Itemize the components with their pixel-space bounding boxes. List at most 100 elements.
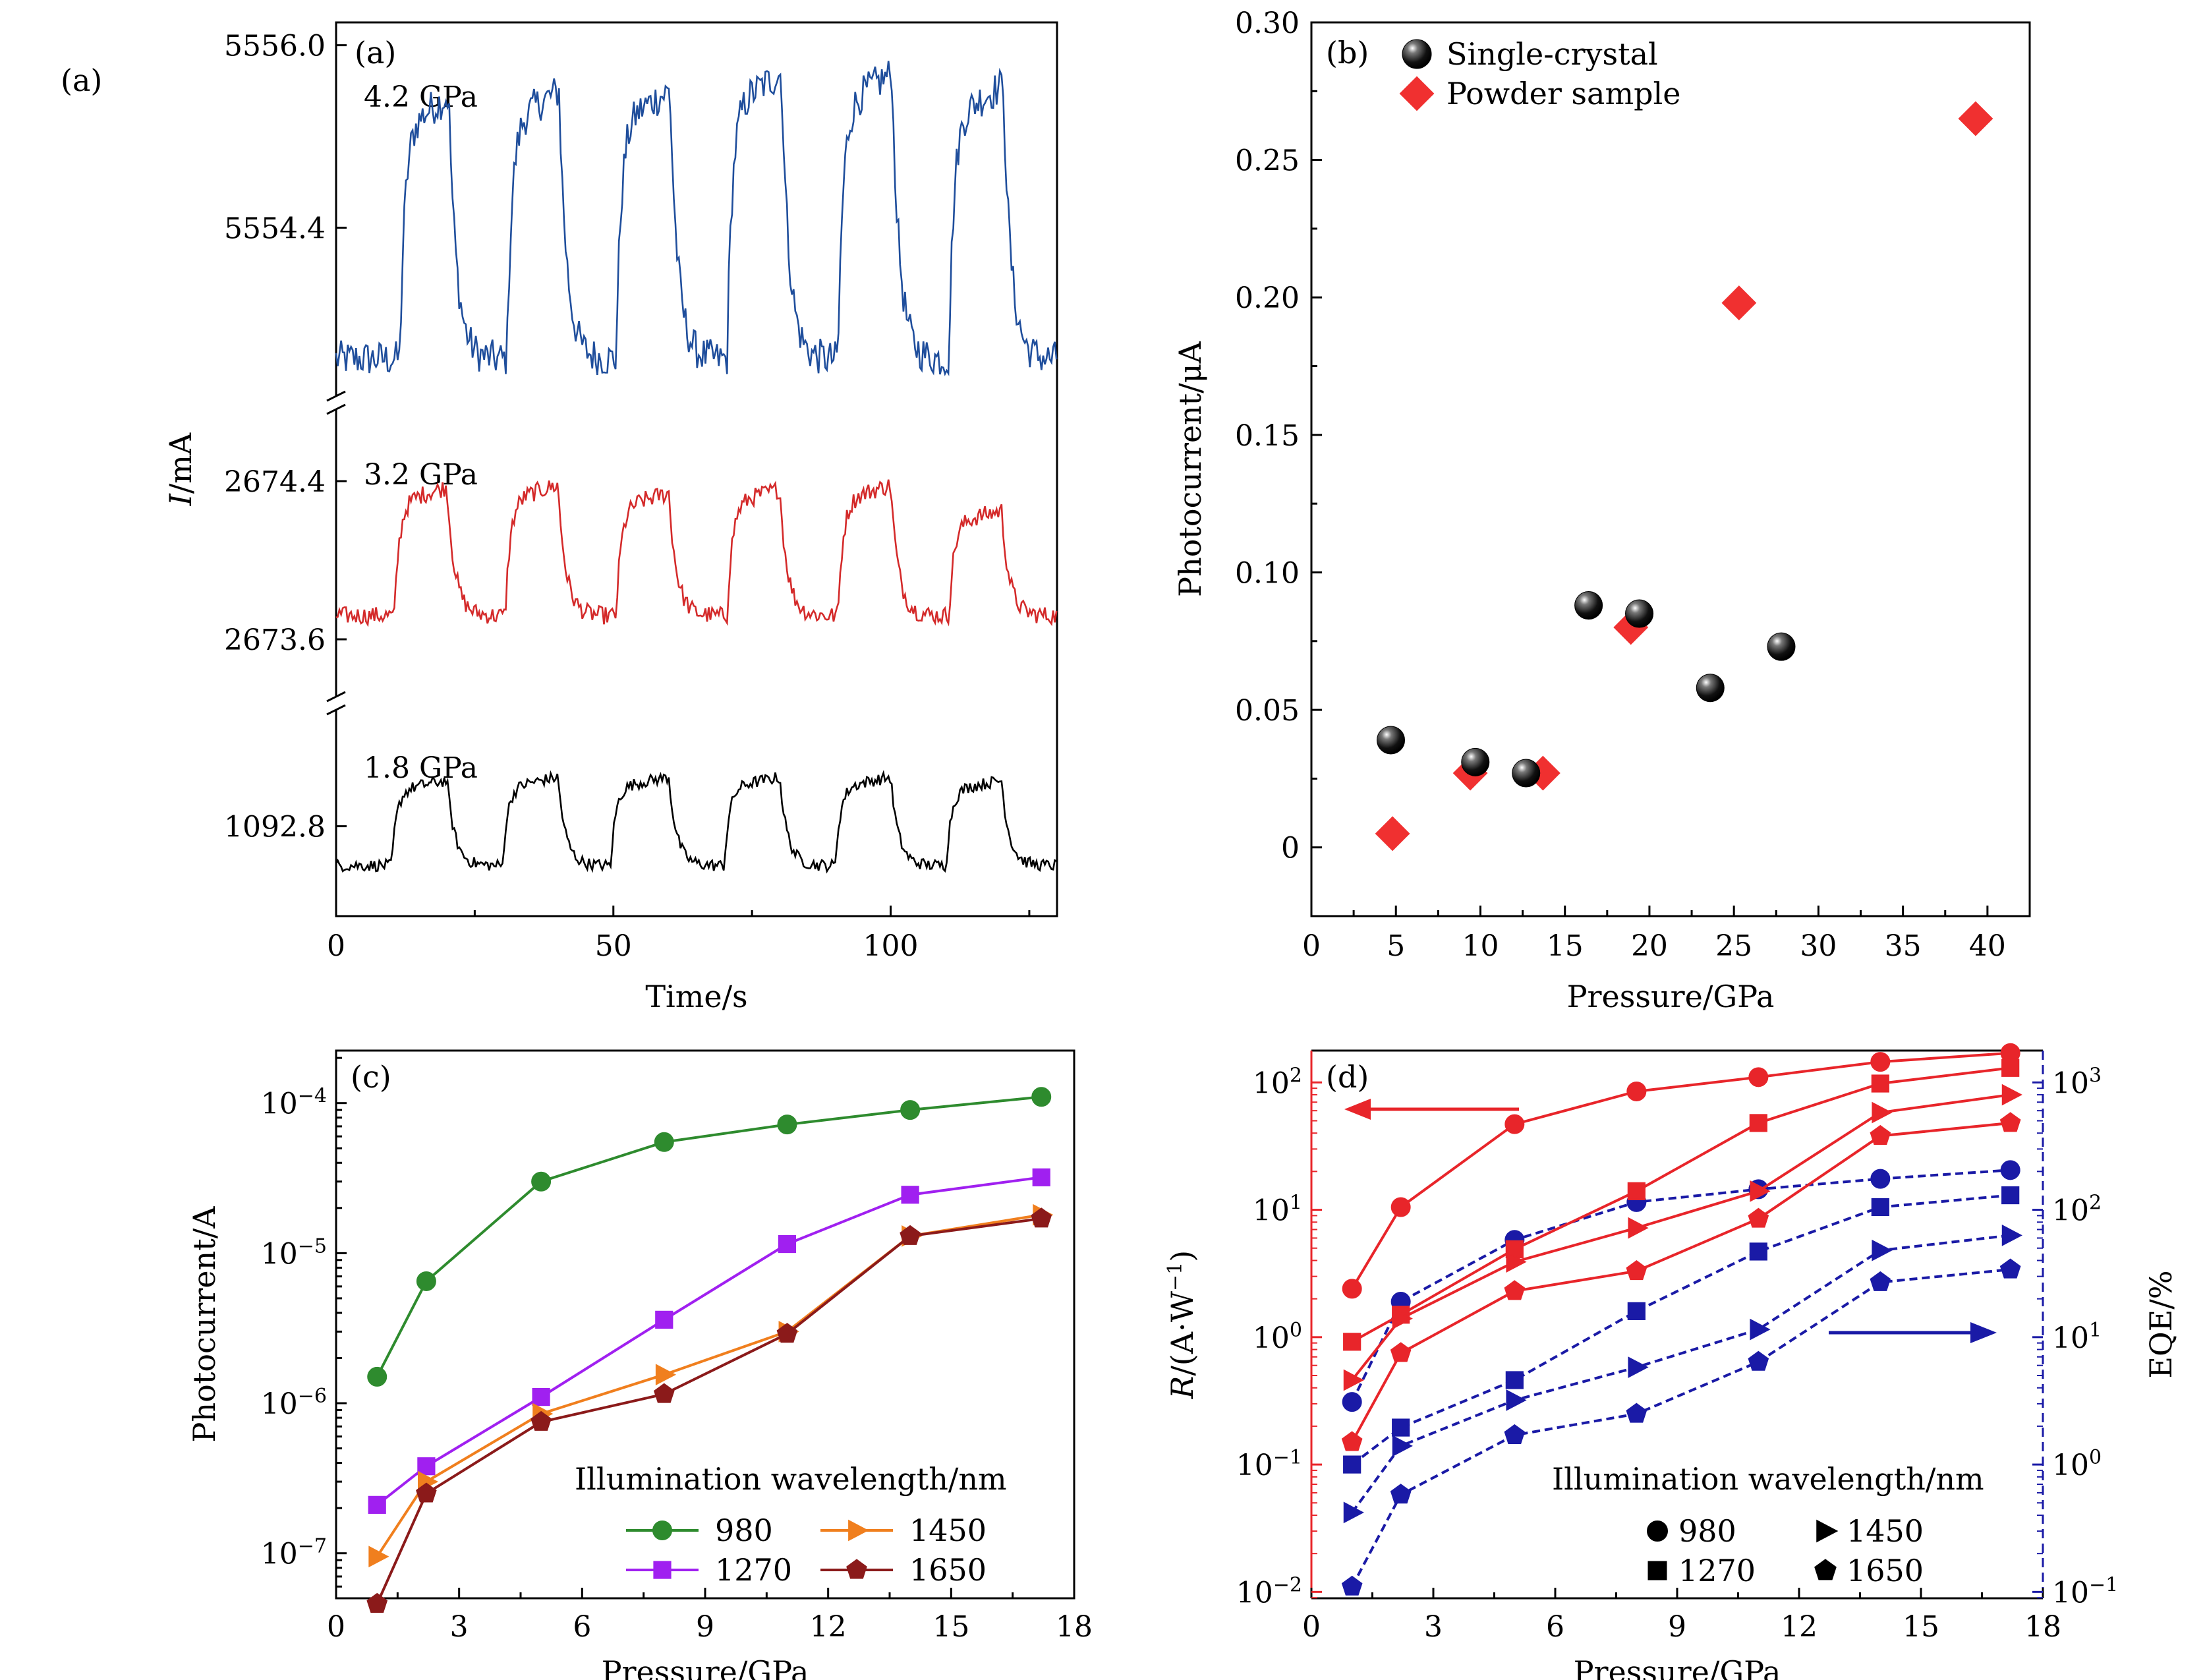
panel-b-ytick-label: 0.25	[1235, 144, 1300, 178]
panel-d-ytick-right-label-exponent: −1	[2089, 1573, 2118, 1596]
panel-d-ytick-right-label: 103	[2052, 1064, 2102, 1101]
panel-d-eqe-point-1650	[1390, 1484, 1412, 1504]
panel-d-ytick-left-label-exponent: 1	[1290, 1191, 1302, 1214]
panel-c-legend-title: Illumination wavelength/nm	[575, 1461, 1007, 1497]
panel-d-responsivity-point-1270	[1749, 1114, 1767, 1132]
panel-c-point-1650	[776, 1323, 798, 1343]
panel-c-point-980	[416, 1271, 436, 1291]
panel-a-xtick-label: 0	[327, 929, 345, 963]
panel-d-ytick-left-label-exponent: 0	[1290, 1318, 1302, 1341]
panel-b-single-crystal-point	[1461, 747, 1490, 776]
panel-d-ytick-left-label-base: 10	[1253, 1321, 1290, 1355]
panel-d-responsivity-line-980	[1350, 1051, 2011, 1290]
panel-d-responsivity-point-1650	[1504, 1280, 1526, 1300]
panel-d-ylabel-left: R/(A·W−1)	[1164, 1250, 1201, 1399]
panel-d-ytick-right-label-exponent: 2	[2089, 1191, 2102, 1214]
panel-c-ytick-label-base: 10	[261, 1387, 298, 1421]
panel-c-point-1270	[655, 1310, 673, 1329]
panel-d-eqe-point-1450	[1343, 1501, 1364, 1524]
panel-c-legend-marker-1270-icon	[653, 1561, 672, 1579]
panel-d-eqe-point-1650	[1748, 1350, 1769, 1371]
panel-c-series-line-1450	[376, 1213, 1042, 1557]
panel-c-ytick-label: 10−7	[261, 1534, 327, 1571]
panel-d-eqe-point-980	[1342, 1392, 1362, 1412]
panel-a-trace-label: 4.2 GPa	[364, 80, 478, 114]
panel-b-ytick-label: 0.20	[1235, 281, 1300, 315]
panel-a: (a) 0 50 100 Time/s I/mA 5554.4 5556.0 4.2 GPa 26…	[163, 21, 1058, 1014]
panel-c-point-1650	[530, 1410, 552, 1431]
panel-d-legend-label: 1270	[1678, 1553, 1756, 1588]
panel-b-single-crystal-point-body	[1767, 632, 1796, 661]
panel-a-ylabel-rest: /mA	[163, 432, 198, 494]
panel-d-eqe-point-1650	[1999, 1258, 2021, 1279]
panel-d-eqe-point-1270	[1627, 1302, 1646, 1320]
panel-b-ytick-label: 0.05	[1235, 694, 1300, 728]
panel-d-eqe-point-1270	[1871, 1198, 1889, 1217]
panel-d: (d)0 3 6 9 12 15 1810−210−110010110210−1100101…	[1164, 1043, 2179, 1680]
panel-a-ytick-label: 5556.0	[224, 30, 326, 63]
panel-b-legend-label: Powder sample	[1446, 76, 1680, 111]
panel-d-eqe-point-1450	[1872, 1239, 1893, 1261]
panel-b-single-crystal-point-body	[1377, 726, 1406, 755]
panel-d-xlabel: Pressure/GPa	[1574, 1654, 1781, 1680]
panel-c-point-1270	[417, 1457, 436, 1476]
panel-a-trace-1	[335, 479, 1058, 627]
panel-b-legend-diamond-icon	[1399, 76, 1435, 111]
panel-c-ytick-label-base: 10	[261, 1237, 298, 1271]
panel-d-responsivity-point-980	[1626, 1081, 1647, 1101]
panel-b-ytick-label: 0.30	[1235, 7, 1300, 40]
panel-c-point-980	[777, 1115, 797, 1135]
panel-b-xtick-label: 10	[1462, 929, 1499, 963]
panel-d-xtick-label: 0	[1302, 1610, 1321, 1644]
panel-c-ytick-label-exponent: −6	[298, 1385, 327, 1408]
panel-b-single-crystal-point-body	[1512, 759, 1541, 788]
panel-b-powder-point	[1721, 285, 1757, 320]
panel-d-ylabel-left-italic: R	[1164, 1376, 1200, 1400]
panel-a-ylabel-italic: I	[163, 493, 198, 506]
panel-c-xlabel: Pressure/GPa	[602, 1654, 809, 1680]
panel-c-xtick-label: 15	[932, 1610, 969, 1644]
panel-d-eqe-point-1450	[1750, 1318, 1771, 1341]
panel-b-single-crystal-point	[1512, 759, 1541, 788]
panel-b-xtick-label: 0	[1302, 929, 1321, 963]
panel-c-ytick-label-exponent: −5	[298, 1234, 327, 1258]
panel-d-responsivity-point-1650	[1870, 1124, 1891, 1145]
panel-d-eqe-point-1450	[1392, 1435, 1413, 1457]
panel-d-responsivity-point-1270	[1871, 1074, 1889, 1093]
panel-c-point-1270	[368, 1495, 386, 1514]
panel-d-eqe-point-1650	[1626, 1403, 1647, 1423]
panel-b-single-crystal-point-body	[1625, 599, 1654, 628]
panel-d-eqe-point-1450	[2001, 1224, 2022, 1246]
panel-a-axis-break-mark	[326, 704, 346, 716]
panel-d-responsivity-point-1650	[1748, 1207, 1769, 1228]
panel-c-label: (c)	[351, 1059, 391, 1095]
panel-d-responsivity-point-1450	[1506, 1251, 1527, 1273]
panel-c-series-line-980	[376, 1095, 1042, 1377]
panel-a-xtick-label: 50	[595, 929, 632, 963]
panel-d-ytick-left-label: 10−1	[1236, 1446, 1302, 1483]
panel-d-ytick-left-label: 100	[1253, 1318, 1302, 1355]
panel-c-legend-label: 980	[715, 1513, 773, 1548]
panel-b-label: (b)	[1326, 35, 1369, 71]
panel-d-responsivity-point-1650	[1390, 1342, 1412, 1362]
panel-c-point-980	[900, 1100, 921, 1120]
figure-label: (a)	[61, 63, 102, 98]
panel-b-ytick-label: 0	[1281, 832, 1300, 865]
panel-b-single-crystal-point	[1574, 591, 1603, 620]
panel-a-axis-break-mark	[326, 390, 346, 402]
panel-b-xtick-label: 25	[1715, 929, 1752, 963]
panel-d-ytick-right-label-exponent: 3	[2089, 1064, 2102, 1087]
panel-c-legend-marker-1450-icon	[848, 1519, 869, 1542]
panel-a-xtick-label: 100	[863, 929, 919, 963]
panel-d-ylabel-right: EQE/%	[2143, 1270, 2179, 1378]
panel-c-ytick-label-exponent: −4	[298, 1084, 327, 1107]
panel-d-eqe-point-1270	[1749, 1242, 1767, 1261]
panel-d-legend-marker-980-icon	[1647, 1521, 1668, 1542]
panel-b-legend-sphere-icon	[1402, 39, 1432, 69]
panel-a-trace-2	[335, 770, 1057, 874]
panel-a-ytick-label: 2673.6	[224, 623, 326, 657]
panel-a-xlabel: Time/s	[645, 979, 747, 1014]
panel-d-legend-title: Illumination wavelength/nm	[1552, 1461, 1984, 1497]
panel-d-ylabel-left-rest: /(A·W	[1164, 1290, 1200, 1376]
